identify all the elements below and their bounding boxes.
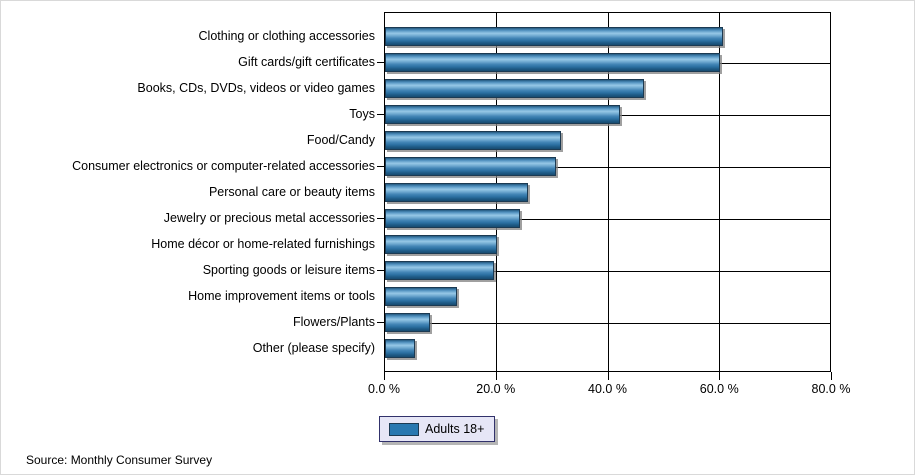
bar-personal-care-or-beauty-items bbox=[385, 183, 528, 202]
bar-home-d-cor-or-home-related-furnishings bbox=[385, 235, 497, 254]
bar-other-please-specify bbox=[385, 339, 416, 358]
bar-consumer-electronics-or-computer-related-accessories bbox=[385, 157, 557, 176]
vertical-gridline bbox=[718, 13, 720, 371]
y-axis-tick bbox=[377, 114, 384, 115]
category-label: Jewelry or precious metal accessories bbox=[163, 211, 375, 225]
x-axis-tick bbox=[607, 372, 609, 380]
category-label: Toys bbox=[349, 107, 375, 121]
bar-flowers-plants bbox=[385, 313, 430, 332]
y-axis-tick bbox=[377, 270, 384, 271]
x-tick-label: 20.0 % bbox=[476, 382, 516, 396]
category-label: Food/Candy bbox=[306, 133, 375, 147]
x-axis-tick bbox=[495, 372, 497, 380]
x-axis-tick bbox=[831, 372, 832, 380]
bar-gift-cards-gift-certificates bbox=[385, 53, 720, 72]
bar-food-candy bbox=[385, 131, 562, 150]
legend-swatch-adults-18plus bbox=[389, 422, 419, 436]
legend-label: Adults 18+ bbox=[425, 422, 485, 436]
bar-clothing-or-clothing-accessories bbox=[385, 27, 724, 46]
y-axis-tick bbox=[377, 62, 384, 63]
x-axis-tick bbox=[719, 372, 721, 380]
bar-home-improvement-items-or-tools bbox=[385, 287, 457, 306]
horizontal-gridline bbox=[385, 219, 830, 220]
bar-books-cds-dvds-videos-or-video-games bbox=[385, 79, 645, 98]
category-label: Gift cards/gift certificates bbox=[238, 55, 375, 69]
category-label: Clothing or clothing accessories bbox=[198, 29, 375, 43]
horizontal-gridline bbox=[385, 323, 830, 324]
category-label: Personal care or beauty items bbox=[208, 185, 375, 199]
horizontal-gridline bbox=[385, 271, 830, 272]
category-label: Books, CDs, DVDs, videos or video games bbox=[137, 81, 375, 95]
legend: Adults 18+ bbox=[379, 416, 496, 442]
category-label: Flowers/Plants bbox=[293, 315, 375, 329]
y-axis-tick bbox=[377, 218, 384, 219]
x-tick-label: 40.0 % bbox=[588, 382, 627, 396]
y-axis-tick bbox=[377, 322, 384, 323]
category-label: Consumer electronics or computer-related… bbox=[72, 159, 375, 173]
source-text: Source: Monthly Consumer Survey bbox=[26, 453, 213, 467]
vertical-gridline bbox=[607, 13, 609, 371]
bar-toys bbox=[385, 105, 621, 124]
category-label: Other (please specify) bbox=[252, 341, 375, 355]
x-tick-label: 80.0 % bbox=[811, 382, 851, 396]
bar-sporting-goods-or-leisure-items bbox=[385, 261, 495, 280]
x-axis-tick bbox=[384, 372, 385, 380]
plot-area bbox=[384, 12, 831, 372]
x-tick-label: 0.0 % bbox=[368, 382, 400, 396]
bar-jewelry-or-precious-metal-accessories bbox=[385, 209, 520, 228]
y-axis-tick bbox=[377, 166, 384, 167]
horizontal-gridline bbox=[385, 167, 830, 168]
category-label: Home décor or home-related furnishings bbox=[151, 237, 375, 251]
category-label: Home improvement items or tools bbox=[188, 289, 375, 303]
category-label: Sporting goods or leisure items bbox=[202, 263, 375, 277]
x-tick-label: 60.0 % bbox=[699, 382, 739, 396]
